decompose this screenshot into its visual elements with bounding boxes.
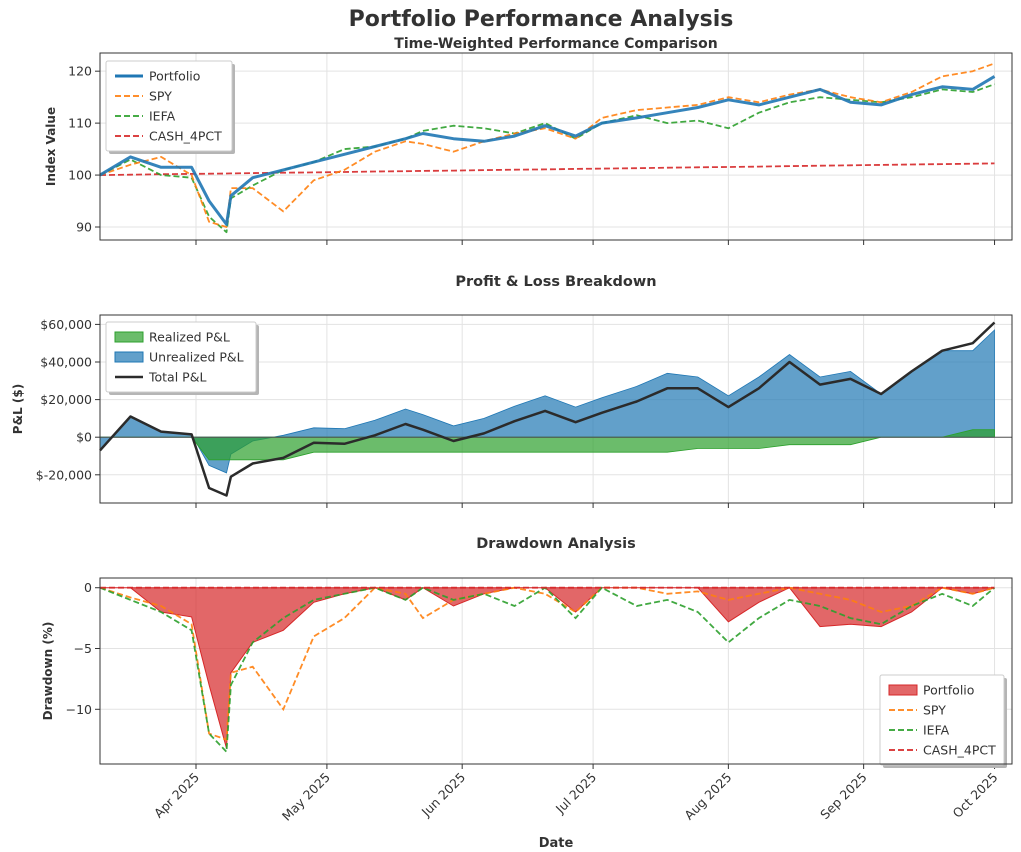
y-tick-label: −5 <box>74 641 92 656</box>
y-axis-label: P&L ($) <box>11 384 25 434</box>
series-line-cash-4pct <box>99 162 995 176</box>
legend-swatch <box>888 684 918 696</box>
y-tick-label: $-20,000 <box>36 467 92 482</box>
series-line-portfolio <box>99 75 996 226</box>
legend-label: CASH_4PCT <box>923 743 996 758</box>
plot-frame <box>99 52 1013 241</box>
y-tick-label: $20,000 <box>40 392 92 407</box>
legend-label: Realized P&L <box>149 330 230 345</box>
y-tick-label: $40,000 <box>40 355 92 370</box>
y-tick-label: 100 <box>68 168 92 183</box>
legend-label: Portfolio <box>923 683 974 698</box>
y-tick-label: 120 <box>68 64 92 79</box>
panel-title: Profit & Loss Breakdown <box>455 274 656 290</box>
panel-title: Time-Weighted Performance Comparison <box>394 36 717 52</box>
legend-label: Unrealized P&L <box>149 350 244 365</box>
legend-label: IEFA <box>923 723 950 738</box>
y-axis-label: Drawdown (%) <box>41 622 55 721</box>
legend-label: SPY <box>923 703 946 718</box>
y-tick-label: 110 <box>68 116 92 131</box>
legend-label: Portfolio <box>149 69 200 84</box>
series-line-total-pnl <box>99 321 996 497</box>
y-tick-label: 90 <box>76 220 92 235</box>
plot-frame <box>99 577 1013 765</box>
legend-box <box>879 674 1005 766</box>
plot-frame <box>99 314 1013 504</box>
y-tick-label: $0 <box>76 430 92 445</box>
x-axis-title: Date <box>539 836 574 851</box>
panel-profit-loss-breakdown: Profit & Loss Breakdown P&L ($) $-20,000 $0… <box>11 274 1013 508</box>
y-tick-label: −10 <box>66 702 92 717</box>
y-axis-label: Index Value <box>44 107 58 186</box>
series-line-iefa <box>99 586 996 754</box>
legend-swatch <box>114 351 144 363</box>
figure-title: Portfolio Performance Analysis <box>349 7 734 32</box>
panel-title: Drawdown Analysis <box>476 536 635 552</box>
legend-label: IEFA <box>149 109 176 124</box>
charts: Time-Weighted Performance Comparison Inde… <box>11 36 1013 824</box>
legend-box <box>105 60 233 152</box>
legend-swatch <box>114 331 144 343</box>
legend-label: CASH_4PCT <box>149 129 222 144</box>
legend-label: SPY <box>149 89 172 104</box>
y-tick-label: $60,000 <box>40 317 92 332</box>
y-tick-label: 0 <box>84 580 92 595</box>
legend-label: Total P&L <box>148 370 206 385</box>
panel-time-weighted-performance-comparison: Time-Weighted Performance Comparison Inde… <box>44 36 1013 245</box>
